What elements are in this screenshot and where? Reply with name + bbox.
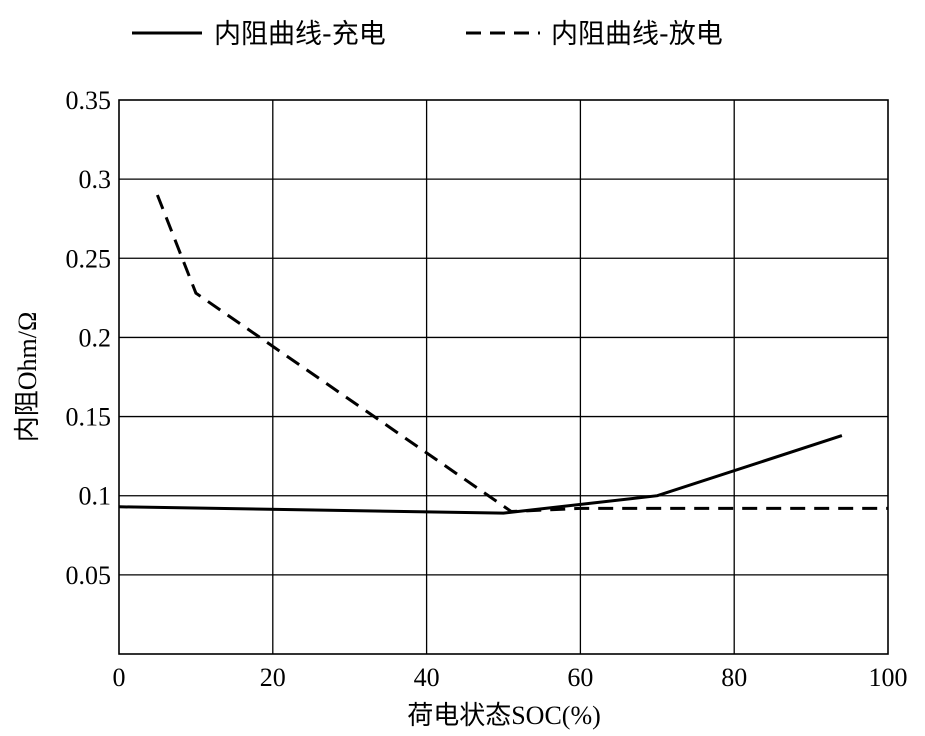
y-tick-label: 0.25 [66,244,112,273]
x-tick-label: 40 [414,663,440,692]
y-tick-label: 0.35 [66,86,112,115]
y-axis-tick-labels: 0.05 0.1 0.15 0.2 0.25 0.3 0.35 [66,86,112,590]
grid [119,100,888,654]
y-axis-title: 内阻Ohm/Ω [13,312,42,443]
legend-label-charge: 内阻曲线-充电 [214,19,386,50]
y-tick-label: 0.1 [79,482,112,511]
x-axis-title: 荷电状态SOC(%) [407,701,601,730]
x-tick-label: 0 [113,663,126,692]
x-tick-label: 100 [869,663,908,692]
x-tick-label: 60 [567,663,593,692]
plot-area-frame [118,99,889,655]
x-axis-tick-labels: 0 20 40 60 80 100 [113,663,908,692]
series-line-charge [118,434,843,515]
legend-label-discharge: 内阻曲线-放电 [551,19,723,50]
y-tick-label: 0.3 [79,165,112,194]
x-tick-label: 20 [260,663,286,692]
x-tick-label: 80 [721,663,747,692]
y-tick-label: 0.15 [66,403,112,432]
series-line-discharge [156,194,888,514]
y-tick-label: 0.05 [66,561,112,590]
legend: 内阻曲线-充电 内阻曲线-放电 [132,19,723,50]
y-tick-label: 0.2 [79,323,112,352]
series-lines [118,194,888,515]
